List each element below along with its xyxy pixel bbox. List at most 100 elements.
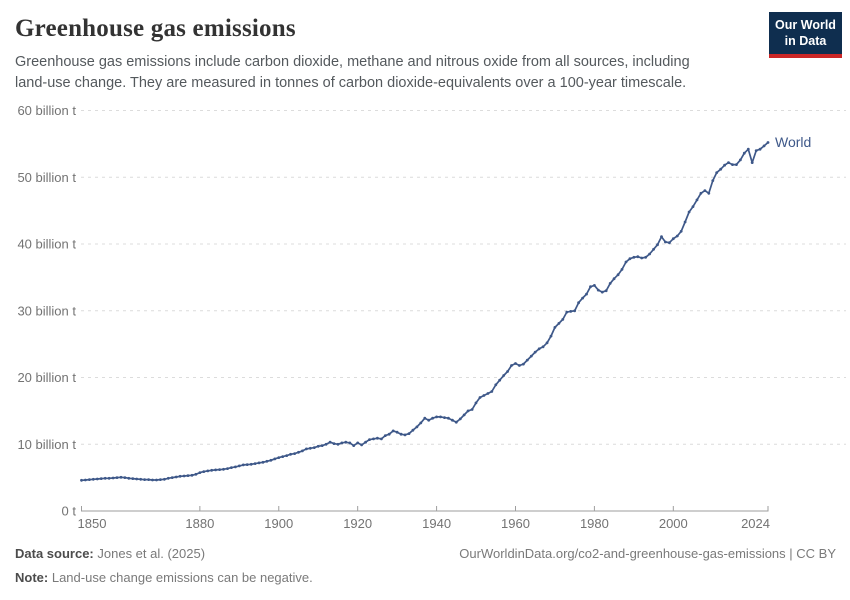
data-point-marker <box>99 477 103 480</box>
data-point-marker <box>561 318 565 321</box>
data-point-marker <box>277 456 281 459</box>
chart-area: 0 t 10 billion t 20 billion t 30 billion t 4… <box>0 95 850 545</box>
note-value: Land-use change emissions can be negativ… <box>51 569 313 585</box>
data-point-marker <box>451 418 454 422</box>
world-series-markers <box>80 141 770 482</box>
data-point-marker <box>234 465 237 469</box>
chart-header: Greenhouse gas emissions Greenhouse gas … <box>15 15 750 93</box>
data-point-marker <box>486 392 490 395</box>
data-point-marker <box>506 370 509 373</box>
data-point-marker <box>573 309 577 313</box>
data-point-marker <box>360 443 363 447</box>
data-point-marker <box>549 334 553 338</box>
y-tick-label: 0 t <box>62 504 77 519</box>
world-series-line <box>80 141 769 482</box>
data-point-marker <box>119 475 123 479</box>
series-end-label: World <box>775 134 811 150</box>
data-point-marker <box>399 432 403 436</box>
data-point-marker <box>620 268 624 271</box>
data-point-marker <box>668 241 671 245</box>
data-point-marker <box>281 455 285 458</box>
data-point-marker <box>731 163 734 166</box>
data-point-marker <box>624 260 628 264</box>
data-point-marker <box>419 421 423 425</box>
data-point-marker <box>719 167 723 171</box>
data-point-marker <box>470 408 474 411</box>
data-point-marker <box>739 158 742 162</box>
data-point-marker <box>482 394 486 397</box>
data-point-marker <box>305 447 308 451</box>
owid-logo-line2: in Data <box>784 34 827 49</box>
data-point-marker <box>403 433 407 437</box>
data-point-marker <box>608 282 612 285</box>
data-point-marker <box>427 418 431 422</box>
data-point-marker <box>612 277 616 281</box>
data-point-marker <box>518 364 521 367</box>
data-point-marker <box>632 255 636 259</box>
data-point-marker <box>660 235 663 239</box>
chart-subtitle: Greenhouse gas emissions include carbon … <box>15 54 690 91</box>
data-point-marker <box>107 476 111 480</box>
data-point-marker <box>237 464 241 468</box>
data-point-marker <box>703 189 707 192</box>
data-point-marker <box>628 257 632 261</box>
data-point-marker <box>466 409 470 413</box>
data-point-marker <box>285 454 289 457</box>
data-point-marker <box>407 432 411 435</box>
data-point-marker <box>565 310 569 314</box>
data-point-marker <box>230 466 233 469</box>
data-point-marker <box>735 163 738 166</box>
data-point-marker <box>462 413 466 417</box>
data-source-value: Jones et al. (2025) <box>97 546 206 561</box>
data-point-marker <box>198 471 202 474</box>
data-point-marker <box>431 416 434 420</box>
data-point-marker <box>600 290 604 294</box>
data-point-marker <box>253 462 257 465</box>
x-tick-label: 1940 <box>422 516 451 531</box>
data-point-marker <box>723 163 726 167</box>
data-point-marker <box>226 467 229 470</box>
data-source-label: Data source: <box>15 546 94 561</box>
page-title: Greenhouse gas emissions <box>15 15 296 42</box>
owid-logo-line1: Our World <box>775 18 836 32</box>
data-point-marker <box>210 468 214 472</box>
data-point-marker <box>715 171 719 174</box>
data-point-marker <box>494 383 498 387</box>
data-point-marker <box>746 147 750 151</box>
data-point-marker <box>691 205 695 208</box>
data-point-marker <box>569 310 573 313</box>
data-point-marker <box>541 345 545 349</box>
data-point-marker <box>151 478 154 482</box>
data-point-marker <box>190 473 194 477</box>
data-point-marker <box>139 477 143 481</box>
owid-logo: Our World in Data <box>769 12 842 58</box>
data-point-marker <box>147 478 151 481</box>
data-point-marker <box>273 457 277 461</box>
data-point-marker <box>545 341 549 345</box>
data-point-marker <box>766 141 770 144</box>
data-point-marker <box>245 463 249 466</box>
data-point-marker <box>411 428 415 432</box>
data-point-marker <box>344 440 348 444</box>
data-point-marker <box>352 444 356 447</box>
data-point-marker <box>80 478 83 482</box>
data-point-marker <box>502 374 506 377</box>
y-tick-label: 60 billion t <box>17 103 76 118</box>
x-tick-label: 1980 <box>580 516 609 531</box>
data-point-marker <box>529 354 533 358</box>
data-point-marker <box>206 469 210 473</box>
data-point-marker <box>301 449 304 453</box>
data-point-marker <box>679 229 683 233</box>
data-point-marker <box>186 474 190 477</box>
data-point-marker <box>95 477 99 481</box>
y-tick-label: 10 billion t <box>17 437 76 452</box>
data-point-marker <box>293 452 296 455</box>
data-point-marker <box>762 144 766 148</box>
data-point-marker <box>123 476 127 479</box>
data-point-marker <box>758 147 762 151</box>
data-point-marker <box>257 461 261 465</box>
data-point-marker <box>131 477 135 480</box>
data-point-marker <box>742 151 746 155</box>
data-point-marker <box>683 220 687 224</box>
